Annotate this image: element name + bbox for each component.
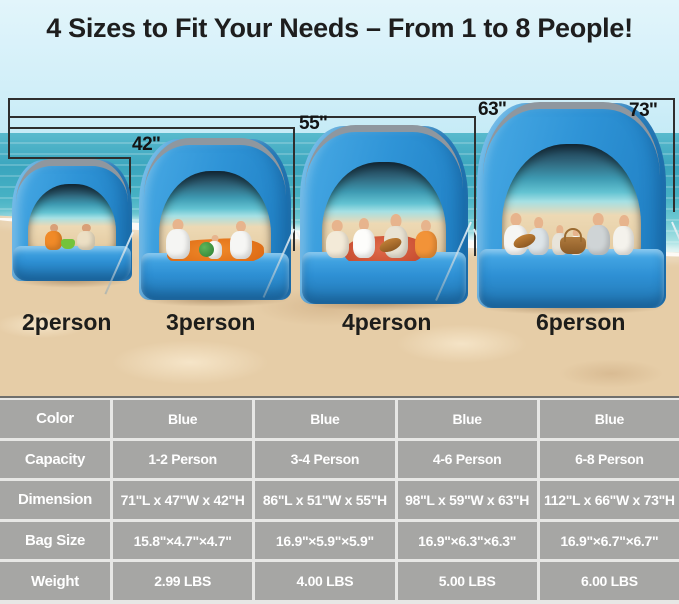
tent-trim bbox=[143, 138, 287, 196]
height-label-42: 42'' bbox=[132, 134, 161, 155]
tent-2person bbox=[12, 159, 132, 288]
person-figure bbox=[229, 221, 252, 259]
size-label-3person: 3person bbox=[166, 309, 256, 335]
size-label-6person: 6person bbox=[536, 309, 626, 335]
person-figure bbox=[165, 219, 190, 259]
spec-row-label: Capacity bbox=[0, 440, 110, 479]
spec-cell: Blue bbox=[539, 400, 679, 438]
beach-toy bbox=[61, 239, 76, 250]
spec-cell: 6-8 Person bbox=[539, 440, 679, 479]
tent-opening bbox=[158, 171, 272, 262]
spec-table: Color Blue Blue Blue Blue Capacity 1-2 Person 3… bbox=[0, 396, 679, 604]
height-label-55: 55'' bbox=[299, 113, 328, 134]
spec-cell: Blue bbox=[113, 400, 253, 438]
person-figure bbox=[325, 220, 349, 259]
spec-cell: 2.99 LBS bbox=[113, 562, 253, 600]
spec-cell: 6.00 LBS bbox=[539, 562, 679, 600]
spec-cell: 3-4 Person bbox=[255, 440, 395, 479]
tent-opening bbox=[501, 144, 642, 259]
spec-cell: Blue bbox=[255, 400, 395, 438]
spec-cell: 86"L x 51"W x 55"H bbox=[255, 481, 395, 519]
person-figure bbox=[586, 213, 610, 256]
tent-floor bbox=[478, 248, 665, 308]
spec-cell: 98"L x 59"W x 63"H bbox=[397, 481, 537, 519]
person-figure bbox=[613, 215, 635, 256]
watermelon bbox=[199, 241, 215, 257]
spec-cell: 71"L x 47"W x 42"H bbox=[113, 481, 253, 519]
spec-cell: 16.9"×6.3"×6.3" bbox=[397, 521, 537, 560]
spec-cell: 1-2 Person bbox=[113, 440, 253, 479]
height-dimension-line-73 bbox=[8, 98, 675, 212]
spec-row-label: Weight bbox=[0, 562, 110, 600]
height-dimension-line-63 bbox=[8, 116, 476, 256]
spec-cell: Blue bbox=[397, 400, 537, 438]
person-figure bbox=[77, 224, 96, 250]
person-figure bbox=[45, 224, 63, 250]
tent-opening bbox=[27, 184, 117, 252]
tent-dome bbox=[12, 159, 132, 281]
picnic-basket bbox=[560, 228, 587, 255]
tent-opening bbox=[321, 161, 447, 262]
spec-cell: 4-6 Person bbox=[397, 440, 537, 479]
tent-trim bbox=[482, 102, 661, 176]
spec-cell: 16.9"×5.9"×5.9" bbox=[255, 521, 395, 560]
spec-row-label: Dimension bbox=[0, 481, 110, 519]
tent-4person bbox=[262, 125, 506, 311]
spec-cell: 5.00 LBS bbox=[397, 562, 537, 600]
size-label-2person: 2person bbox=[22, 309, 112, 335]
tent-dome bbox=[300, 125, 468, 304]
tent-floor bbox=[13, 245, 131, 281]
spec-row-label: Bag Size bbox=[0, 521, 110, 560]
spec-row-label: Color bbox=[0, 400, 110, 438]
tent-3person bbox=[104, 138, 326, 307]
tent-trim bbox=[305, 125, 463, 189]
spec-cell: 112"L x 66"W x 73"H bbox=[539, 481, 679, 519]
spec-cell: 15.8"×4.7"×4.7" bbox=[113, 521, 253, 560]
spec-cell: 4.00 LBS bbox=[255, 562, 395, 600]
height-label-63: 63'' bbox=[478, 99, 507, 120]
tent-trim bbox=[15, 159, 129, 203]
spec-cell: 16.9"×6.7"×6.7" bbox=[539, 521, 679, 560]
tent-dome bbox=[139, 138, 291, 300]
height-label-73: 73'' bbox=[629, 100, 658, 121]
headline: 4 Sizes to Fit Your Needs – From 1 to 8 … bbox=[46, 13, 633, 43]
tent-6person bbox=[435, 102, 679, 315]
height-dimension-line-42 bbox=[8, 157, 131, 223]
person-figure bbox=[352, 218, 375, 259]
height-dimension-line-55 bbox=[8, 127, 295, 251]
tent-dome bbox=[477, 102, 666, 308]
person-figure bbox=[415, 220, 438, 259]
size-label-4person: 4person bbox=[342, 309, 432, 335]
